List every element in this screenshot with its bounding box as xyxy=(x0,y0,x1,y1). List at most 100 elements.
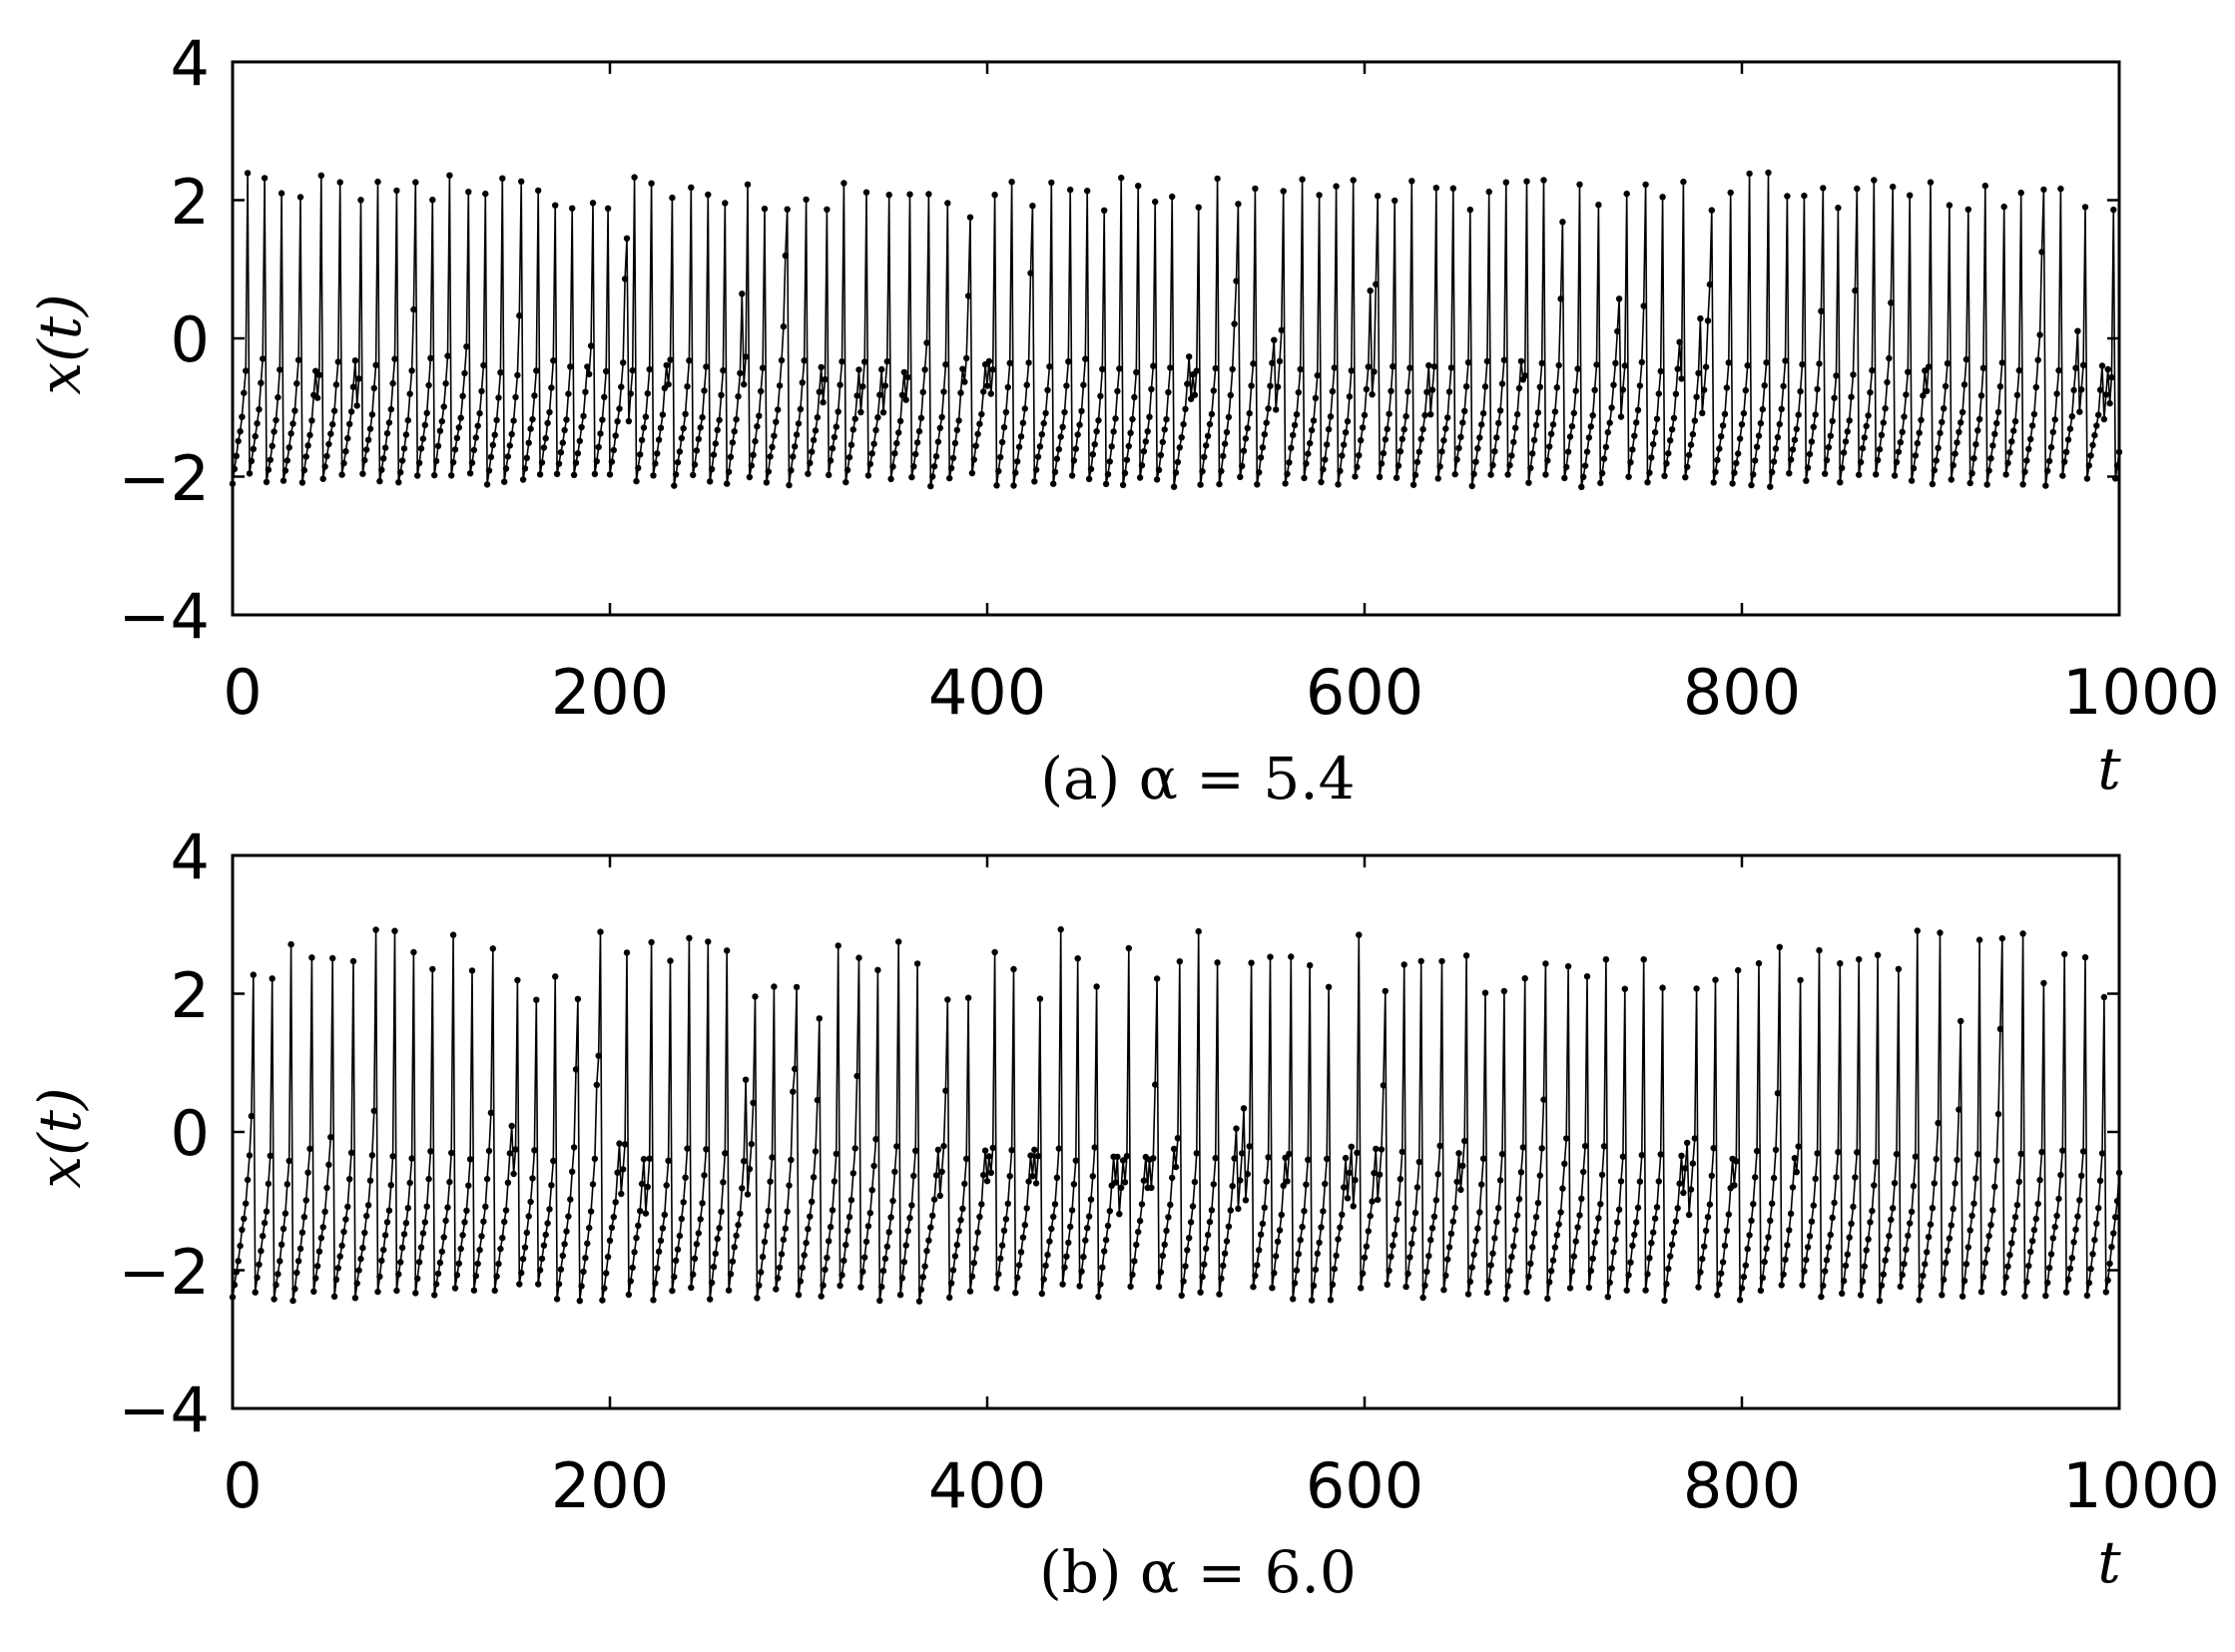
data-point xyxy=(616,1140,623,1147)
data-point xyxy=(1540,1096,1547,1103)
data-point xyxy=(1897,439,1905,446)
data-point xyxy=(2113,462,2121,469)
data-point xyxy=(1956,1106,1962,1113)
data-point xyxy=(1958,1293,1966,1300)
data-point xyxy=(1670,414,1678,421)
data-point xyxy=(1259,1220,1267,1228)
data-point xyxy=(1034,1153,1042,1160)
data-point xyxy=(1027,1152,1034,1159)
y-axis-label: x(t) xyxy=(26,1087,94,1188)
data-point xyxy=(451,1285,459,1292)
data-point xyxy=(775,406,782,413)
data-point xyxy=(870,1162,877,1170)
data-point xyxy=(1769,468,1776,476)
data-point xyxy=(606,471,614,478)
data-point xyxy=(618,383,625,390)
data-point xyxy=(623,949,631,956)
data-point xyxy=(355,1267,362,1274)
data-point xyxy=(1227,391,1235,399)
data-point xyxy=(1057,433,1064,440)
data-point xyxy=(1753,1147,1761,1155)
data-point xyxy=(536,471,544,478)
data-point xyxy=(1540,177,1547,184)
data-point xyxy=(1604,1294,1612,1301)
data-point xyxy=(912,1147,919,1155)
series-marks-a xyxy=(229,169,2123,490)
data-point xyxy=(480,1218,487,1225)
data-point xyxy=(601,1285,608,1292)
data-point xyxy=(843,1227,851,1235)
data-point xyxy=(423,409,430,416)
data-point xyxy=(1048,1225,1055,1233)
data-point xyxy=(1655,390,1663,397)
data-point xyxy=(2081,204,2089,211)
data-point xyxy=(635,1222,642,1230)
data-point xyxy=(1369,1198,1376,1205)
data-point xyxy=(381,444,389,451)
data-point xyxy=(1801,192,1808,200)
data-point xyxy=(989,1144,996,1152)
data-point xyxy=(265,1180,273,1188)
data-point xyxy=(1863,422,1870,430)
data-point xyxy=(822,1266,829,1274)
data-point xyxy=(487,1109,495,1117)
data-point xyxy=(1946,202,1954,209)
data-point xyxy=(780,323,788,330)
data-point xyxy=(1163,1227,1170,1235)
data-point xyxy=(714,426,721,433)
data-point xyxy=(1729,480,1736,487)
data-point xyxy=(1203,442,1210,449)
data-point xyxy=(1116,1211,1123,1218)
data-point xyxy=(1659,984,1666,991)
data-point xyxy=(1212,364,1219,372)
data-point xyxy=(1269,359,1276,366)
data-point xyxy=(1322,456,1329,463)
data-point xyxy=(495,1260,502,1268)
data-point xyxy=(1459,419,1466,426)
data-point xyxy=(904,1228,911,1235)
data-point xyxy=(1665,1265,1672,1273)
data-point xyxy=(1170,483,1178,490)
data-point xyxy=(1534,409,1542,416)
data-point xyxy=(1231,320,1238,327)
data-point xyxy=(397,1259,404,1266)
data-point xyxy=(321,463,328,470)
data-point xyxy=(1038,1290,1046,1298)
data-point xyxy=(820,398,827,406)
data-point xyxy=(1615,295,1623,302)
data-point xyxy=(1325,425,1333,433)
y-tick-label: 0 xyxy=(171,303,210,376)
data-point xyxy=(1365,1228,1373,1235)
data-point xyxy=(1293,1267,1301,1274)
data-point xyxy=(739,290,746,297)
data-point xyxy=(2047,1251,2055,1258)
data-point xyxy=(769,1154,776,1161)
data-point xyxy=(1753,443,1761,450)
data-point xyxy=(578,1283,585,1290)
data-point xyxy=(887,475,894,483)
data-point xyxy=(1299,176,1306,183)
panel-b: 4 2 0 −2 −4 0 200 400 600 800 1000 t x(t… xyxy=(26,821,2220,1606)
data-point xyxy=(489,441,496,448)
data-point xyxy=(778,356,786,364)
data-point xyxy=(1131,393,1138,401)
data-point xyxy=(1948,476,1956,483)
data-point xyxy=(838,358,845,365)
data-point xyxy=(258,1248,265,1255)
data-point xyxy=(915,427,923,435)
data-point xyxy=(1479,409,1487,417)
data-point xyxy=(1384,1281,1391,1289)
data-point xyxy=(482,1203,489,1211)
data-point xyxy=(1046,1238,1053,1245)
data-point xyxy=(754,1295,761,1302)
data-point xyxy=(1312,1266,1320,1274)
data-point xyxy=(1257,1231,1265,1238)
data-point xyxy=(1498,380,1506,387)
x-tick-label: 800 xyxy=(1683,1449,1801,1522)
data-point xyxy=(1927,179,1935,186)
data-point xyxy=(552,973,559,980)
data-point xyxy=(1572,387,1579,394)
data-point xyxy=(287,940,294,948)
data-point xyxy=(1496,1177,1504,1184)
data-point xyxy=(1378,460,1386,467)
